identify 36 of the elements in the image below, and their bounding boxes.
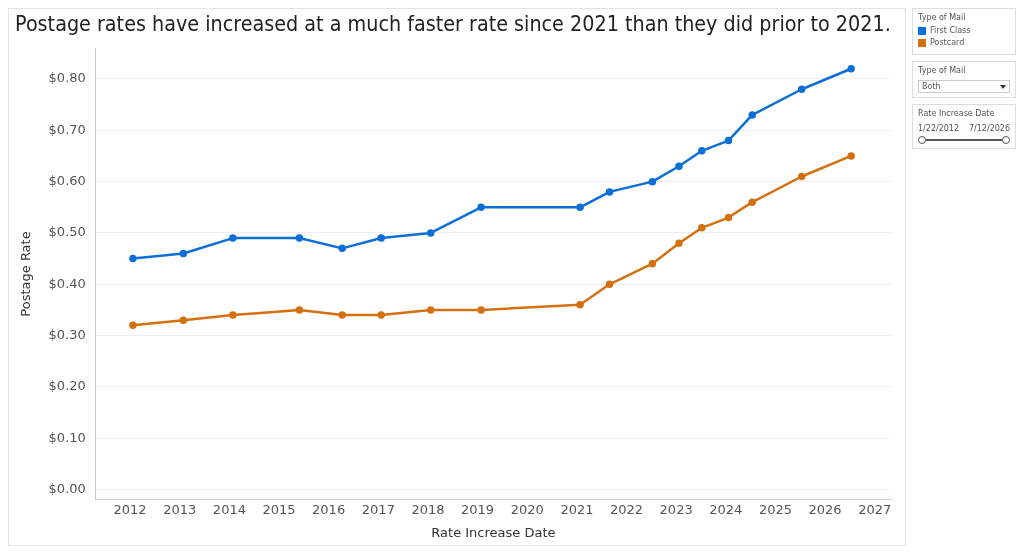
text: 1/22/2012 <box>918 124 960 133</box>
y-tick-label: $0.20 <box>48 378 86 394</box>
x-tick-label: 2019 <box>461 501 495 517</box>
x-tick-label: 2017 <box>361 501 395 517</box>
y-tick-label: $0.10 <box>48 429 86 445</box>
x-axis-title: Rate Increase Date <box>431 524 556 540</box>
y-tick-label: $0.00 <box>48 480 86 496</box>
y-tick-label: $0.70 <box>48 121 86 137</box>
y-tick-label: $0.80 <box>48 70 86 86</box>
x-tick-label: 2027 <box>858 501 892 517</box>
legend-label: Postcard <box>930 38 965 47</box>
x-tick-label: 2022 <box>609 501 644 517</box>
x-tick-label: 2021 <box>560 501 594 517</box>
x-tick-label: 2015 <box>262 501 296 517</box>
y-tick-label: $0.50 <box>48 224 86 240</box>
chart-title: Postage rates have increased at a much faster rate since 2021 than they did prior to 2021. <box>15 11 891 37</box>
x-tick-label: 2018 <box>411 501 445 517</box>
y-tick-label: $0.60 <box>48 173 86 188</box>
text: Type of Mail <box>918 66 967 75</box>
text: 7/12/2026 <box>968 124 1010 133</box>
x-tick-label: 2025 <box>758 501 793 517</box>
x-tick-label: 2026 <box>808 501 842 517</box>
legend-title: Type of Mail <box>918 13 967 22</box>
legend-label: First Class <box>930 26 971 35</box>
y-axis-title: Postage Rate <box>18 231 34 317</box>
x-tick-label: 2024 <box>709 501 743 517</box>
x-tick-label: 2014 <box>212 501 246 517</box>
x-tick-label: 2013 <box>163 501 197 517</box>
x-tick-label: 2012 <box>113 501 147 517</box>
y-tick-label: $0.40 <box>48 275 86 291</box>
x-tick-label: 2023 <box>659 501 693 517</box>
dropdown-field: Both <box>918 80 1010 93</box>
y-tick-label: $0.30 <box>48 326 86 342</box>
x-tick-label: 2020 <box>510 501 544 517</box>
text: Rate Increase Date <box>918 109 996 118</box>
x-tick-label: 2016 <box>312 501 346 517</box>
